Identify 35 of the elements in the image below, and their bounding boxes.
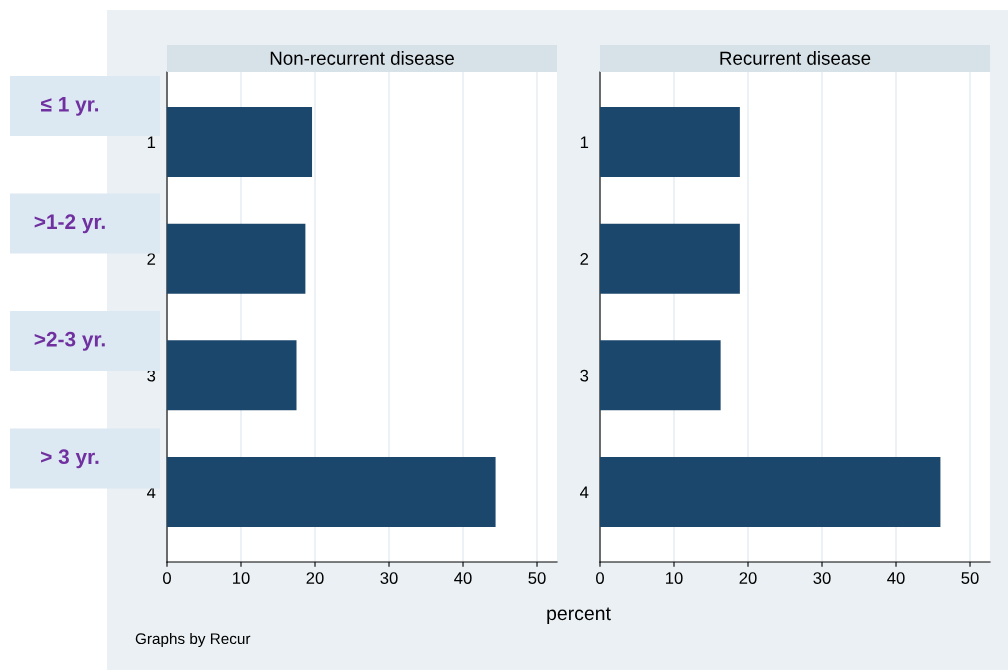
text: >2-3 yr.: [34, 331, 105, 351]
bar: [600, 223, 740, 294]
y-tick-label: 3: [580, 369, 589, 382]
x-tick-label: 30: [380, 572, 398, 584]
text: Graphs by Recur: [135, 632, 251, 648]
y-tick-label: 4: [580, 486, 589, 499]
x-tick-label: 40: [454, 572, 472, 584]
x-tick-label: 20: [739, 572, 757, 584]
bar: [167, 457, 496, 527]
x-tick-label: 30: [813, 572, 831, 584]
chart-title: Recurrent disease: [720, 51, 871, 65]
x-tick-label: 50: [528, 572, 546, 584]
y-tick-label: 1: [147, 136, 156, 149]
y-tick-label: 2: [580, 253, 589, 265]
bar: [600, 457, 941, 527]
x-tick-label: 10: [666, 572, 683, 584]
y-tick-label: 4: [147, 486, 156, 499]
x-axis-title: percent: [547, 607, 611, 625]
bar: [167, 223, 306, 294]
x-tick-label: 20: [306, 572, 324, 584]
chart-title: Non-recurrent disease: [270, 51, 454, 65]
x-tick-label: 40: [887, 572, 905, 584]
y-tick-label: 2: [147, 253, 156, 265]
y-tick-label: 1: [580, 136, 589, 149]
text: >1-2 yr.: [34, 214, 105, 234]
text: > 3 yr.: [41, 449, 99, 469]
bar: [600, 107, 740, 177]
bar: [600, 340, 721, 411]
x-tick-label: 0: [596, 572, 604, 584]
bar: [167, 340, 297, 411]
text: ≤ 1 yr.: [41, 97, 99, 116]
x-tick-label: 10: [233, 572, 250, 584]
bar: [167, 107, 313, 177]
x-tick-label: 50: [961, 572, 979, 584]
x-tick-label: 0: [163, 572, 171, 584]
